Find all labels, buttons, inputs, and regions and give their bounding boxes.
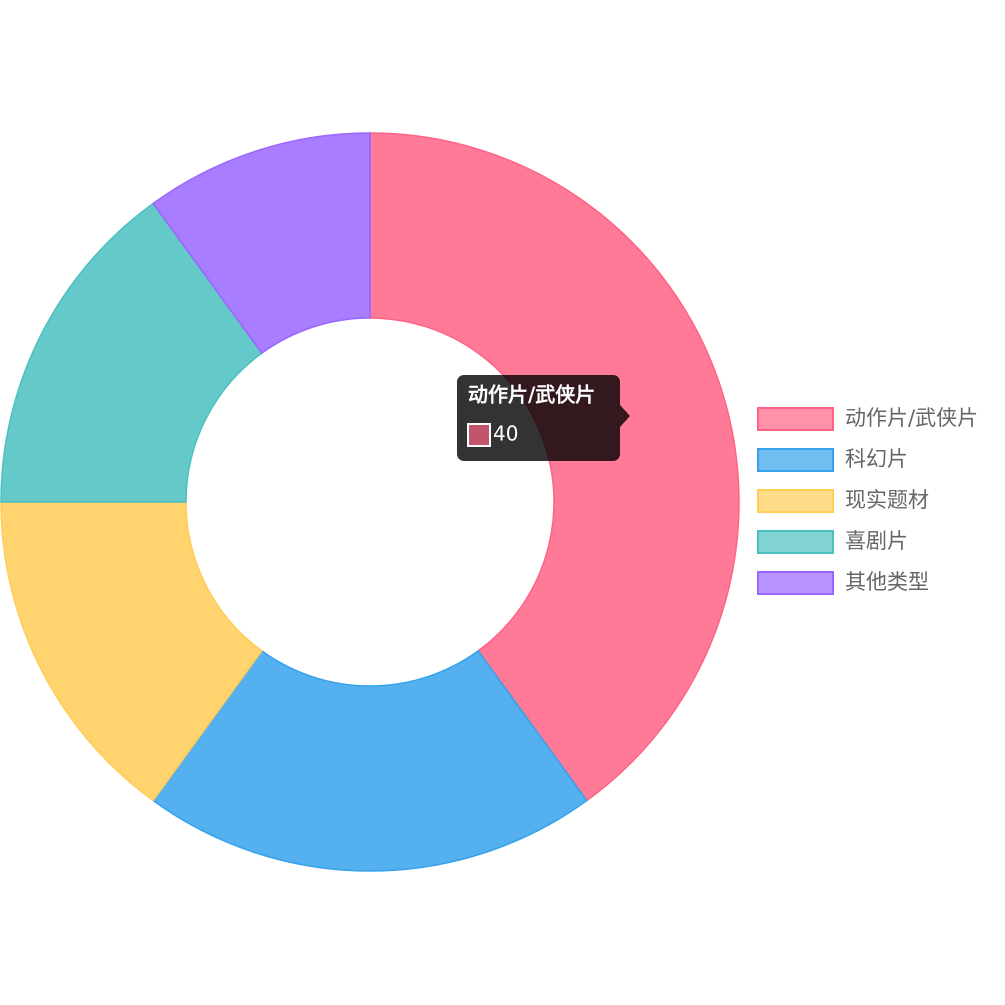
legend-label: 现实题材 bbox=[845, 488, 929, 512]
slice bbox=[0, 202, 263, 503]
legend-swatch bbox=[757, 489, 834, 513]
legend-label: 科幻片 bbox=[845, 447, 908, 471]
tooltip-box bbox=[457, 375, 620, 461]
slice bbox=[0, 501, 263, 802]
slice bbox=[152, 649, 588, 872]
tooltip-swatch bbox=[467, 423, 491, 447]
tooltip: 动作片/武侠片 40 bbox=[457, 375, 630, 461]
tooltip-caret bbox=[620, 405, 630, 427]
legend-label: 喜剧片 bbox=[845, 529, 908, 553]
legend-swatch bbox=[757, 530, 834, 554]
tooltip-title: 动作片/武侠片 bbox=[468, 383, 595, 407]
legend-label: 其他类型 bbox=[845, 570, 929, 594]
tooltip-value: 40 bbox=[493, 422, 518, 446]
slice bbox=[152, 132, 371, 355]
legend-swatch bbox=[757, 448, 834, 472]
slices bbox=[0, 132, 740, 872]
legend-swatch bbox=[757, 407, 834, 431]
legend-label: 动作片/武侠片 bbox=[845, 406, 978, 430]
legend-swatch bbox=[757, 571, 834, 595]
